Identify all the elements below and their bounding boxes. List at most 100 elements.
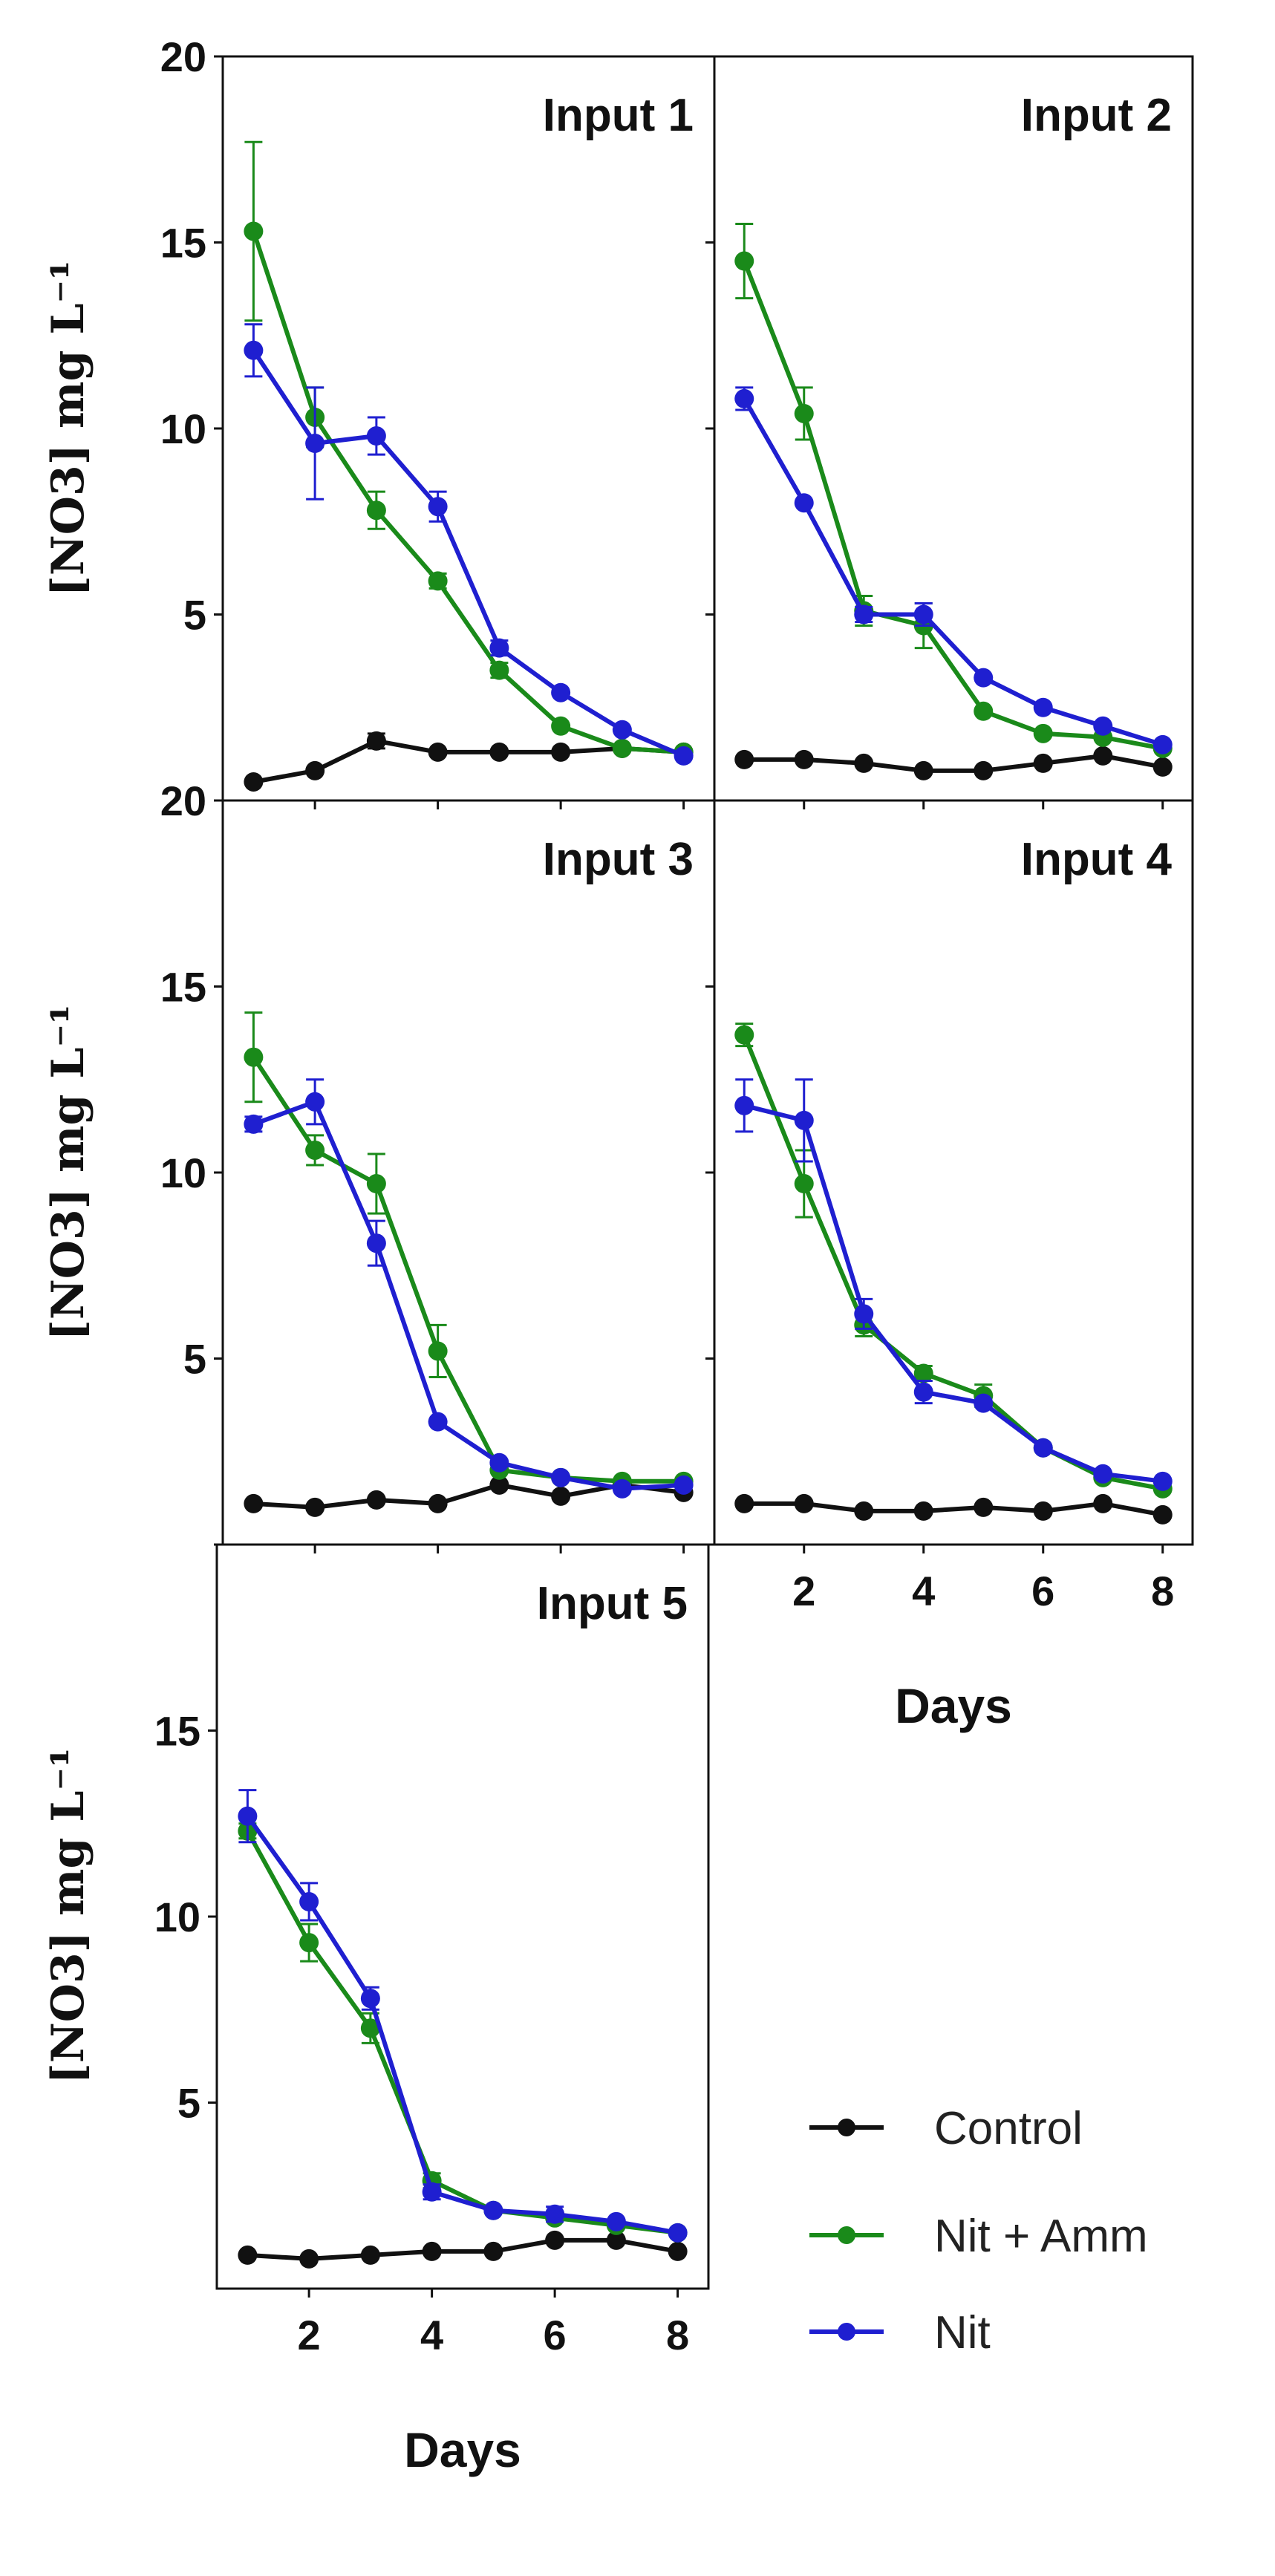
y-tick-label: 20: [160, 33, 206, 80]
data-point: [974, 760, 994, 780]
data-point: [1093, 746, 1113, 766]
legend: Control Nit + Amm Nit: [809, 2103, 1148, 2358]
data-point: [668, 2241, 688, 2261]
data-point: [734, 1095, 754, 1115]
data-point: [854, 1501, 874, 1521]
series-line: [742, 260, 1164, 751]
data-point: [913, 1501, 933, 1521]
data-point: [428, 497, 448, 517]
data-point: [854, 753, 874, 773]
series-line: [252, 1099, 684, 1491]
legend-label: Nit + Amm: [934, 2211, 1148, 2262]
data-point: [366, 500, 386, 521]
x-tick-label: 2: [792, 1568, 815, 1614]
data-point: [606, 2211, 626, 2231]
panel-title: Input 4: [1021, 834, 1173, 885]
legend-label: Control: [934, 2103, 1083, 2154]
y-axis-label: [NO3] mg L⁻¹: [42, 1005, 94, 1341]
legend-item: Nit: [809, 2307, 991, 2358]
data-point: [974, 668, 994, 688]
panel-3: 5 10 15 20 Input 3 [NO3] mg L⁻¹: [42, 777, 716, 1553]
panel-2: Input 2: [705, 55, 1194, 809]
data-point: [551, 1486, 571, 1506]
panel-frame: [221, 55, 716, 802]
legend-marker: [838, 2226, 855, 2244]
data-point: [668, 2223, 688, 2243]
data-point: [489, 638, 509, 658]
data-point: [551, 682, 571, 702]
data-point: [1093, 716, 1113, 736]
data-point: [1033, 1438, 1053, 1458]
data-point: [794, 749, 814, 769]
data-point: [299, 1891, 319, 1911]
panel-frame: [215, 1543, 710, 2290]
data-point: [299, 1933, 319, 1953]
legend-item: Nit + Amm: [809, 2211, 1148, 2262]
data-point: [366, 731, 386, 751]
data-point: [366, 1490, 386, 1510]
data-point: [244, 221, 264, 241]
y-tick-label: 10: [154, 1894, 200, 1940]
y-tick-label: 15: [160, 220, 206, 267]
data-point: [612, 738, 632, 758]
legend-marker: [838, 2119, 855, 2136]
data-point: [974, 1497, 994, 1517]
data-point: [913, 1382, 933, 1402]
series-line: [245, 1814, 679, 2235]
data-point: [1093, 1493, 1113, 1513]
data-point: [299, 2249, 319, 2269]
legend-label: Nit: [934, 2307, 991, 2358]
data-point: [551, 742, 571, 762]
series-control: [734, 1493, 1173, 1525]
y-tick-label: 10: [160, 1150, 206, 1196]
data-point: [489, 1475, 509, 1495]
data-point: [794, 493, 814, 513]
y-tick-label: 20: [160, 777, 206, 824]
series-nit-amm: [244, 140, 694, 762]
data-point: [428, 742, 448, 762]
data-point: [305, 1497, 325, 1517]
data-point: [734, 1493, 754, 1513]
data-point: [734, 1025, 754, 1045]
data-point: [244, 772, 264, 792]
panel-frame: [713, 55, 1194, 802]
series-line: [744, 753, 1164, 773]
data-point: [422, 2241, 442, 2261]
y-tick-label: 15: [154, 1708, 200, 1755]
data-point: [366, 1174, 386, 1194]
series-line: [251, 230, 684, 754]
data-point: [360, 1989, 380, 2009]
legend-item: Control: [809, 2103, 1083, 2154]
data-point: [674, 1475, 694, 1495]
data-point: [1093, 1464, 1113, 1484]
series-nit-amm: [238, 1821, 688, 2243]
x-tick-label: 8: [1151, 1568, 1174, 1614]
data-point: [238, 2245, 258, 2265]
y-tick-label: 5: [183, 1336, 206, 1383]
data-point: [794, 1493, 814, 1513]
series-nit-amm: [734, 222, 1173, 758]
data-point: [913, 760, 933, 780]
series-line: [742, 397, 1164, 747]
data-point: [244, 1114, 264, 1134]
data-point: [545, 2230, 565, 2250]
panel-frame: [713, 799, 1194, 1546]
data-point: [734, 749, 754, 769]
data-point: [794, 1110, 814, 1130]
data-point: [483, 2200, 503, 2220]
series-nit: [734, 1078, 1173, 1491]
data-point: [366, 426, 386, 446]
x-tick-label: 4: [912, 1568, 935, 1614]
panel-4: 2 4 6 8 Input 4 Days: [705, 799, 1194, 1733]
data-point: [612, 720, 632, 740]
x-tick-label: 2: [298, 2312, 321, 2358]
data-point: [974, 1393, 994, 1413]
data-point: [489, 660, 509, 680]
x-tick-label: 6: [1031, 1568, 1054, 1614]
data-point: [913, 604, 933, 625]
panel-5: 5 10 15 2 4 6 8 Input 5 [NO3] mg L⁻¹ Days: [42, 1543, 710, 2477]
data-point: [366, 1233, 386, 1253]
data-point: [854, 604, 874, 625]
series-line: [743, 1103, 1164, 1484]
